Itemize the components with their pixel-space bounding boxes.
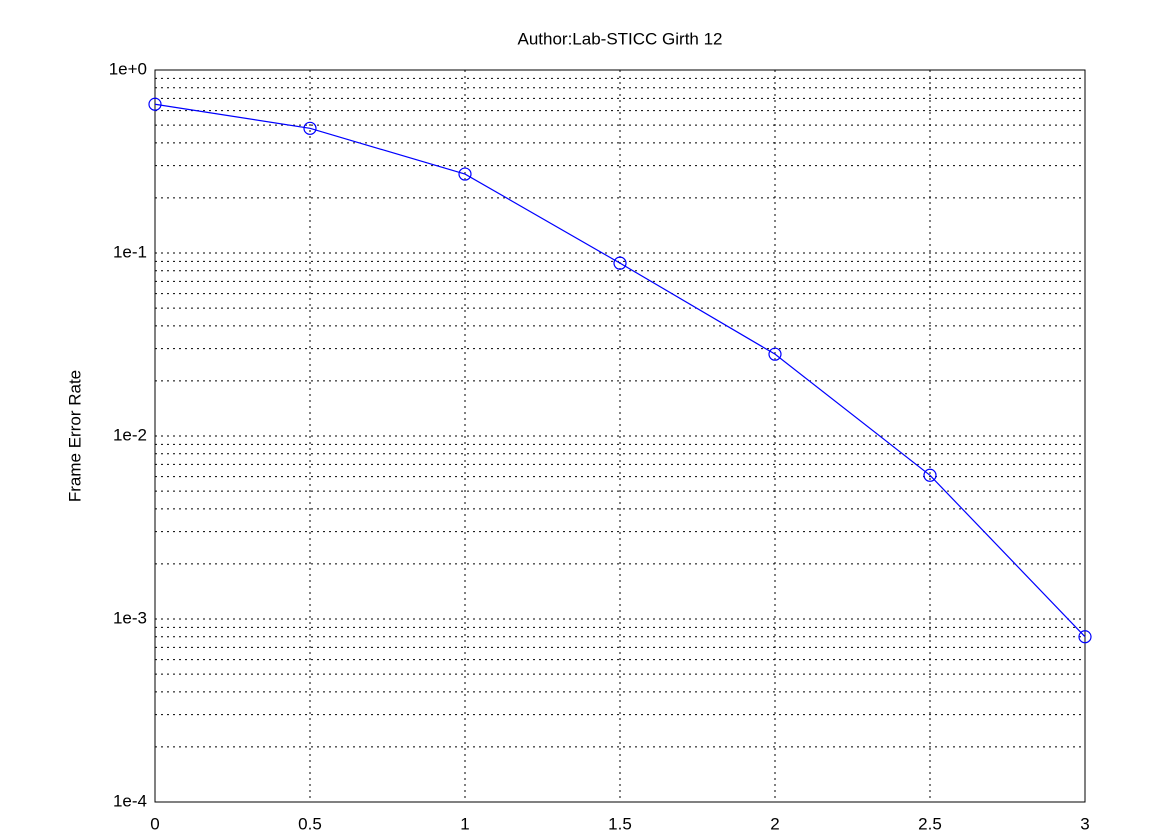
series-line <box>154 103 1086 638</box>
x-tick-label: 1.5 <box>608 814 632 833</box>
data-point <box>768 347 782 361</box>
x-tick-label: 3 <box>1080 814 1089 833</box>
y-tick-label: 1e-3 <box>113 608 147 627</box>
chart-title: Author:Lab-STICC Girth 12 <box>517 29 722 48</box>
x-tick-label: 2.5 <box>918 814 942 833</box>
y-axis-label: Frame Error Rate <box>65 370 84 502</box>
data-point <box>148 97 162 111</box>
x-tick-label: 0 <box>150 814 159 833</box>
data-point <box>303 121 317 135</box>
y-tick-label: 1e-1 <box>113 242 147 261</box>
data-point <box>1078 630 1092 644</box>
y-tick-label: 1e+0 <box>109 59 147 78</box>
data-point <box>923 468 937 482</box>
x-tick-label: 2 <box>770 814 779 833</box>
x-tick-label: 0.5 <box>298 814 322 833</box>
data-point <box>613 256 627 270</box>
y-tick-label: 1e-4 <box>113 791 147 810</box>
y-tick-label: 1e-2 <box>113 425 147 444</box>
x-tick-label: 1 <box>460 814 469 833</box>
data-point <box>458 167 472 181</box>
